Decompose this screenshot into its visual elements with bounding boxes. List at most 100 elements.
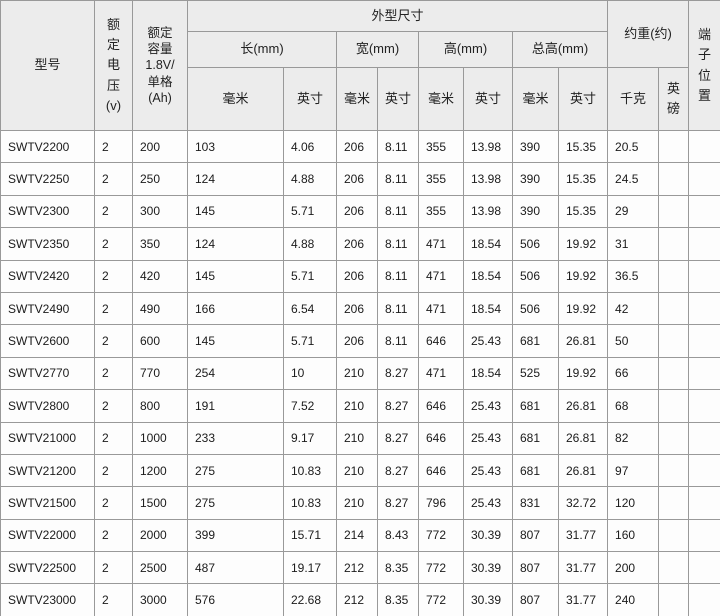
cell-capacity: 300 <box>132 194 188 229</box>
cell-wid_in: 8.11 <box>377 324 419 358</box>
cell-hei_mm: 471 <box>418 356 464 391</box>
cell-hei_in: 25.43 <box>463 389 513 423</box>
cell-len_mm: 399 <box>187 518 284 553</box>
cell-tot_mm: 831 <box>512 486 559 520</box>
cell-wid_mm: 210 <box>336 356 378 391</box>
header-approx-weight: 约重(约) <box>607 0 690 68</box>
cell-len_mm: 233 <box>187 421 284 455</box>
table-row: SWTV21000 2 1000 233 9.17 210 8.27 646 25.43 681 2… <box>0 421 720 455</box>
cell-capacity: 2000 <box>132 518 188 553</box>
cell-capacity: 3000 <box>132 583 188 616</box>
cell-len_mm: 275 <box>187 486 284 520</box>
header-total-height: 总高(mm) <box>511 31 609 68</box>
header-pounds: 英 磅 <box>658 67 690 131</box>
cell-lb <box>658 356 690 391</box>
cell-terminal <box>688 194 720 229</box>
cell-voltage: 2 <box>94 194 133 229</box>
header-rated-voltage: 额 定 电 压 (v) <box>94 0 133 131</box>
table-row: SWTV2200 2 200 103 4.06 206 8.11 355 13.98 390 15.… <box>0 129 720 164</box>
cell-tot_mm: 807 <box>512 518 559 553</box>
cell-kg: 42 <box>607 291 660 326</box>
cell-capacity: 490 <box>132 291 188 326</box>
cell-tot_in: 19.92 <box>557 291 609 326</box>
header-dimensions: 外型尺寸 <box>186 0 609 32</box>
cell-lb <box>658 227 690 261</box>
cell-hei_in: 30.39 <box>463 583 513 616</box>
cell-wid_mm: 206 <box>336 227 378 261</box>
cell-tot_in: 32.72 <box>557 486 609 520</box>
cell-voltage: 2 <box>94 227 133 261</box>
cell-len_in: 19.17 <box>283 551 337 585</box>
cell-tot_mm: 681 <box>512 453 559 488</box>
cell-lb <box>658 551 690 585</box>
cell-wid_mm: 214 <box>336 518 378 553</box>
cell-len_in: 4.88 <box>283 162 337 196</box>
header-totalheight-inch: 英寸 <box>557 67 609 131</box>
cell-wid_mm: 212 <box>336 551 378 585</box>
cell-len_mm: 576 <box>187 583 284 616</box>
cell-capacity: 2500 <box>132 551 188 585</box>
cell-model: SWTV23000 <box>0 583 95 616</box>
cell-len_mm: 145 <box>187 194 284 229</box>
header-row-3: 毫米 英寸 毫米 英寸 毫米 英寸 毫米 英寸 千克 英 磅 <box>1 67 720 131</box>
cell-voltage: 2 <box>94 551 133 585</box>
cell-hei_in: 25.43 <box>463 421 513 455</box>
cell-tot_in: 15.35 <box>557 162 609 196</box>
cell-voltage: 2 <box>94 583 133 616</box>
table-row: SWTV21200 2 1200 275 10.83 210 8.27 646 25.43 681… <box>0 453 720 488</box>
cell-lb <box>658 291 690 326</box>
cell-capacity: 600 <box>132 324 188 358</box>
cell-hei_mm: 772 <box>418 583 464 616</box>
header-totalheight-mm: 毫米 <box>512 67 559 131</box>
cell-len_mm: 254 <box>187 356 284 391</box>
cell-wid_in: 8.11 <box>377 259 419 293</box>
cell-tot_mm: 681 <box>512 389 559 423</box>
cell-len_mm: 124 <box>187 162 284 196</box>
table-row: SWTV22000 2 2000 399 15.71 214 8.43 772 30.39 807… <box>0 518 720 553</box>
cell-len_mm: 166 <box>187 291 284 326</box>
table-row: SWTV2800 2 800 191 7.52 210 8.27 646 25.43 681 26.… <box>0 389 720 423</box>
cell-terminal <box>688 259 720 293</box>
cell-hei_mm: 471 <box>418 259 464 293</box>
cell-lb <box>658 129 690 164</box>
cell-voltage: 2 <box>94 324 133 358</box>
cell-lb <box>658 162 690 196</box>
cell-lb <box>658 486 690 520</box>
table-row: SWTV2420 2 420 145 5.71 206 8.11 471 18.54 506 19.… <box>0 259 720 293</box>
cell-len_in: 5.71 <box>283 324 337 358</box>
header-length-mm: 毫米 <box>187 67 284 131</box>
cell-wid_mm: 210 <box>336 486 378 520</box>
header-length-inch: 英寸 <box>283 67 337 131</box>
cell-len_in: 15.71 <box>283 518 337 553</box>
cell-capacity: 770 <box>132 356 188 391</box>
cell-model: SWTV22500 <box>0 551 95 585</box>
header-length: 长(mm) <box>187 31 337 68</box>
cell-model: SWTV2600 <box>0 324 95 358</box>
cell-wid_in: 8.11 <box>377 194 419 229</box>
cell-tot_mm: 506 <box>512 291 559 326</box>
cell-tot_mm: 390 <box>512 162 559 196</box>
table-row: SWTV22500 2 2500 487 19.17 212 8.35 772 30.39 807… <box>0 551 720 585</box>
cell-terminal <box>688 356 720 391</box>
table-header: 型号 额 定 电 压 (v) 额定 容量 1.8V/ 单格 (Ah) 外型尺寸 … <box>0 0 720 131</box>
table-row: SWTV23000 2 3000 576 22.68 212 8.35 772 30.39 807… <box>0 583 720 616</box>
cell-lb <box>658 518 690 553</box>
cell-wid_mm: 206 <box>336 162 378 196</box>
cell-len_mm: 145 <box>187 259 284 293</box>
cell-wid_mm: 210 <box>336 453 378 488</box>
header-width-inch: 英寸 <box>377 67 419 131</box>
cell-wid_in: 8.11 <box>377 227 419 261</box>
cell-model: SWTV2300 <box>0 194 95 229</box>
cell-voltage: 2 <box>94 259 133 293</box>
cell-tot_mm: 506 <box>512 227 559 261</box>
cell-hei_mm: 646 <box>418 421 464 455</box>
cell-wid_in: 8.11 <box>377 291 419 326</box>
cell-tot_in: 15.35 <box>557 194 609 229</box>
cell-wid_in: 8.35 <box>377 551 419 585</box>
cell-voltage: 2 <box>94 389 133 423</box>
cell-tot_mm: 807 <box>512 551 559 585</box>
cell-terminal <box>688 129 720 164</box>
cell-kg: 120 <box>607 486 660 520</box>
cell-voltage: 2 <box>94 453 133 488</box>
